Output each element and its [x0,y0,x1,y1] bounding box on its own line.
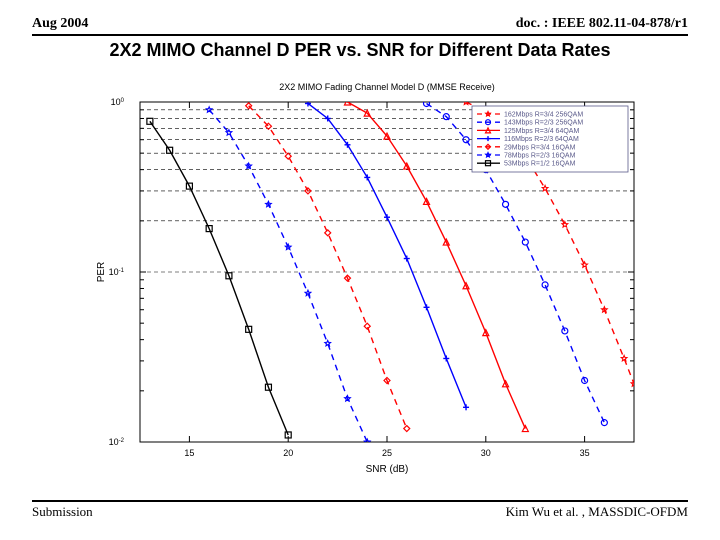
svg-text:20: 20 [283,448,293,458]
slide: Aug 2004 doc. : IEEE 802.11-04-878/r1 2X… [0,0,720,540]
footer-left: Submission [32,504,93,520]
svg-text:125Mbps R=3/4 64QAM: 125Mbps R=3/4 64QAM [504,128,579,135]
svg-text:30: 30 [481,448,491,458]
svg-text:53Mbps R=1/2 16QAM: 53Mbps R=1/2 16QAM [504,161,576,168]
per-vs-snr-chart: 2X2 MIMO Fading Channel Model D (MMSE Re… [84,76,650,484]
svg-text:10-1: 10-1 [109,267,125,277]
svg-text:78Mbps R=2/3 16QAM: 78Mbps R=2/3 16QAM [504,153,576,160]
svg-text:143Mbps R=2/3 256QAM: 143Mbps R=2/3 256QAM [504,120,583,127]
footer-bar: Submission Kim Wu et al. , MASSDIC-OFDM [32,500,688,526]
svg-text:116Mbps R=2/3 64QAM: 116Mbps R=2/3 64QAM [504,136,579,143]
svg-text:10-2: 10-2 [109,437,125,447]
svg-text:25: 25 [382,448,392,458]
header-date: Aug 2004 [32,16,88,32]
svg-text:100: 100 [111,97,125,107]
page-title: 2X2 MIMO Channel D PER vs. SNR for Diffe… [0,40,720,61]
svg-text:SNR (dB): SNR (dB) [366,464,409,475]
chart-svg: 2X2 MIMO Fading Channel Model D (MMSE Re… [84,76,650,484]
svg-text:162Mbps R=3/4 256QAM: 162Mbps R=3/4 256QAM [504,112,583,119]
svg-text:15: 15 [184,448,194,458]
header-docid: doc. : IEEE 802.11-04-878/r1 [516,16,688,32]
footer-right: Kim Wu et al. , MASSDIC-OFDM [506,504,688,520]
svg-text:2X2 MIMO Fading Channel Model: 2X2 MIMO Fading Channel Model D (MMSE Re… [279,82,495,92]
svg-text:35: 35 [580,448,590,458]
svg-text:29Mbps R=3/4 16QAM: 29Mbps R=3/4 16QAM [504,144,576,151]
svg-text:PER: PER [96,262,107,283]
header-bar: Aug 2004 doc. : IEEE 802.11-04-878/r1 [32,8,688,36]
